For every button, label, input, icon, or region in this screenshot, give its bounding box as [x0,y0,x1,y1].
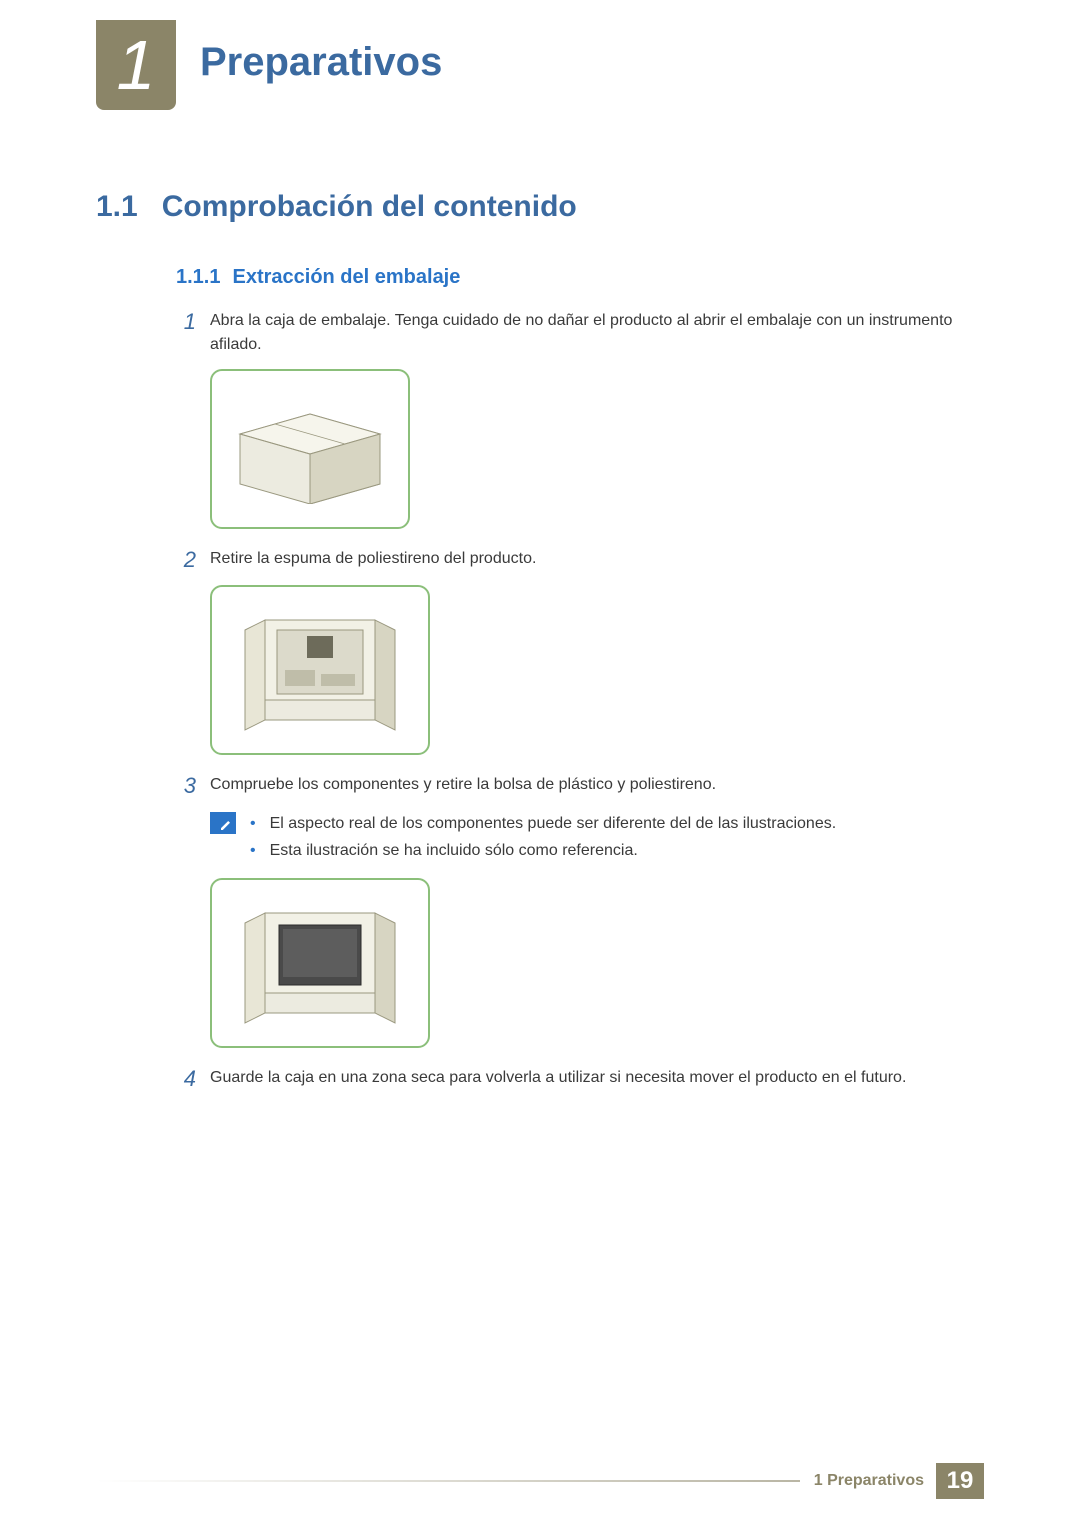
section-body: 1.1 Comprobación del contenido 1.1.1 Ext… [96,190,984,1103]
footer-label: 1 Preparativos [814,1472,924,1490]
step-number: 3 [176,773,196,799]
note-block: El aspecto real de los componentes puede… [210,810,974,864]
section-heading: 1.1 Comprobación del contenido [96,190,984,224]
step: 4 Guarde la caja en una zona seca para v… [176,1066,974,1092]
step: 2 Retire la espuma de poliestireno del p… [176,547,974,573]
section-title: Comprobación del contenido [162,190,577,224]
subsection-heading: 1.1.1 Extracción del embalaje [176,266,984,289]
footer-page-number: 19 [936,1463,984,1499]
note-text: El aspecto real de los componentes puede… [270,815,837,832]
illustration-open-box-foam [210,585,430,755]
illustration-closed-box [210,369,410,529]
footer-rule [96,1480,800,1482]
step-number: 2 [176,547,196,573]
page-footer: 1 Preparativos 19 [96,1463,984,1499]
subsection-number: 1.1.1 [176,266,220,289]
note-item: El aspecto real de los componentes puede… [250,810,836,837]
step: 1 Abra la caja de embalaje. Tenga cuidad… [176,309,974,357]
section-number: 1.1 [96,190,138,224]
step-text: Abra la caja de embalaje. Tenga cuidado … [210,309,974,357]
steps-list: 1 Abra la caja de embalaje. Tenga cuidad… [176,309,974,1093]
note-text: Esta ilustración se ha incluido sólo com… [270,842,638,859]
open-box-monitor-icon [225,893,415,1033]
note-icon [210,812,236,834]
chapter-number: 1 [117,30,156,100]
subsection-title: Extracción del embalaje [232,266,460,289]
step-text: Guarde la caja en una zona seca para vol… [210,1066,974,1092]
box-icon [230,394,390,504]
note-item: Esta ilustración se ha incluido sólo com… [250,837,836,864]
chapter-tab: 1 [96,20,176,110]
note-list: El aspecto real de los componentes puede… [250,810,836,864]
step-number: 1 [176,309,196,357]
illustration-open-box-monitor [210,878,430,1048]
step: 3 Compruebe los componentes y retire la … [176,773,974,799]
step-text: Compruebe los componentes y retire la bo… [210,773,974,799]
chapter-title: Preparativos [200,40,442,85]
step-text: Retire la espuma de poliestireno del pro… [210,547,974,573]
open-box-foam-icon [225,600,415,740]
step-number: 4 [176,1066,196,1092]
